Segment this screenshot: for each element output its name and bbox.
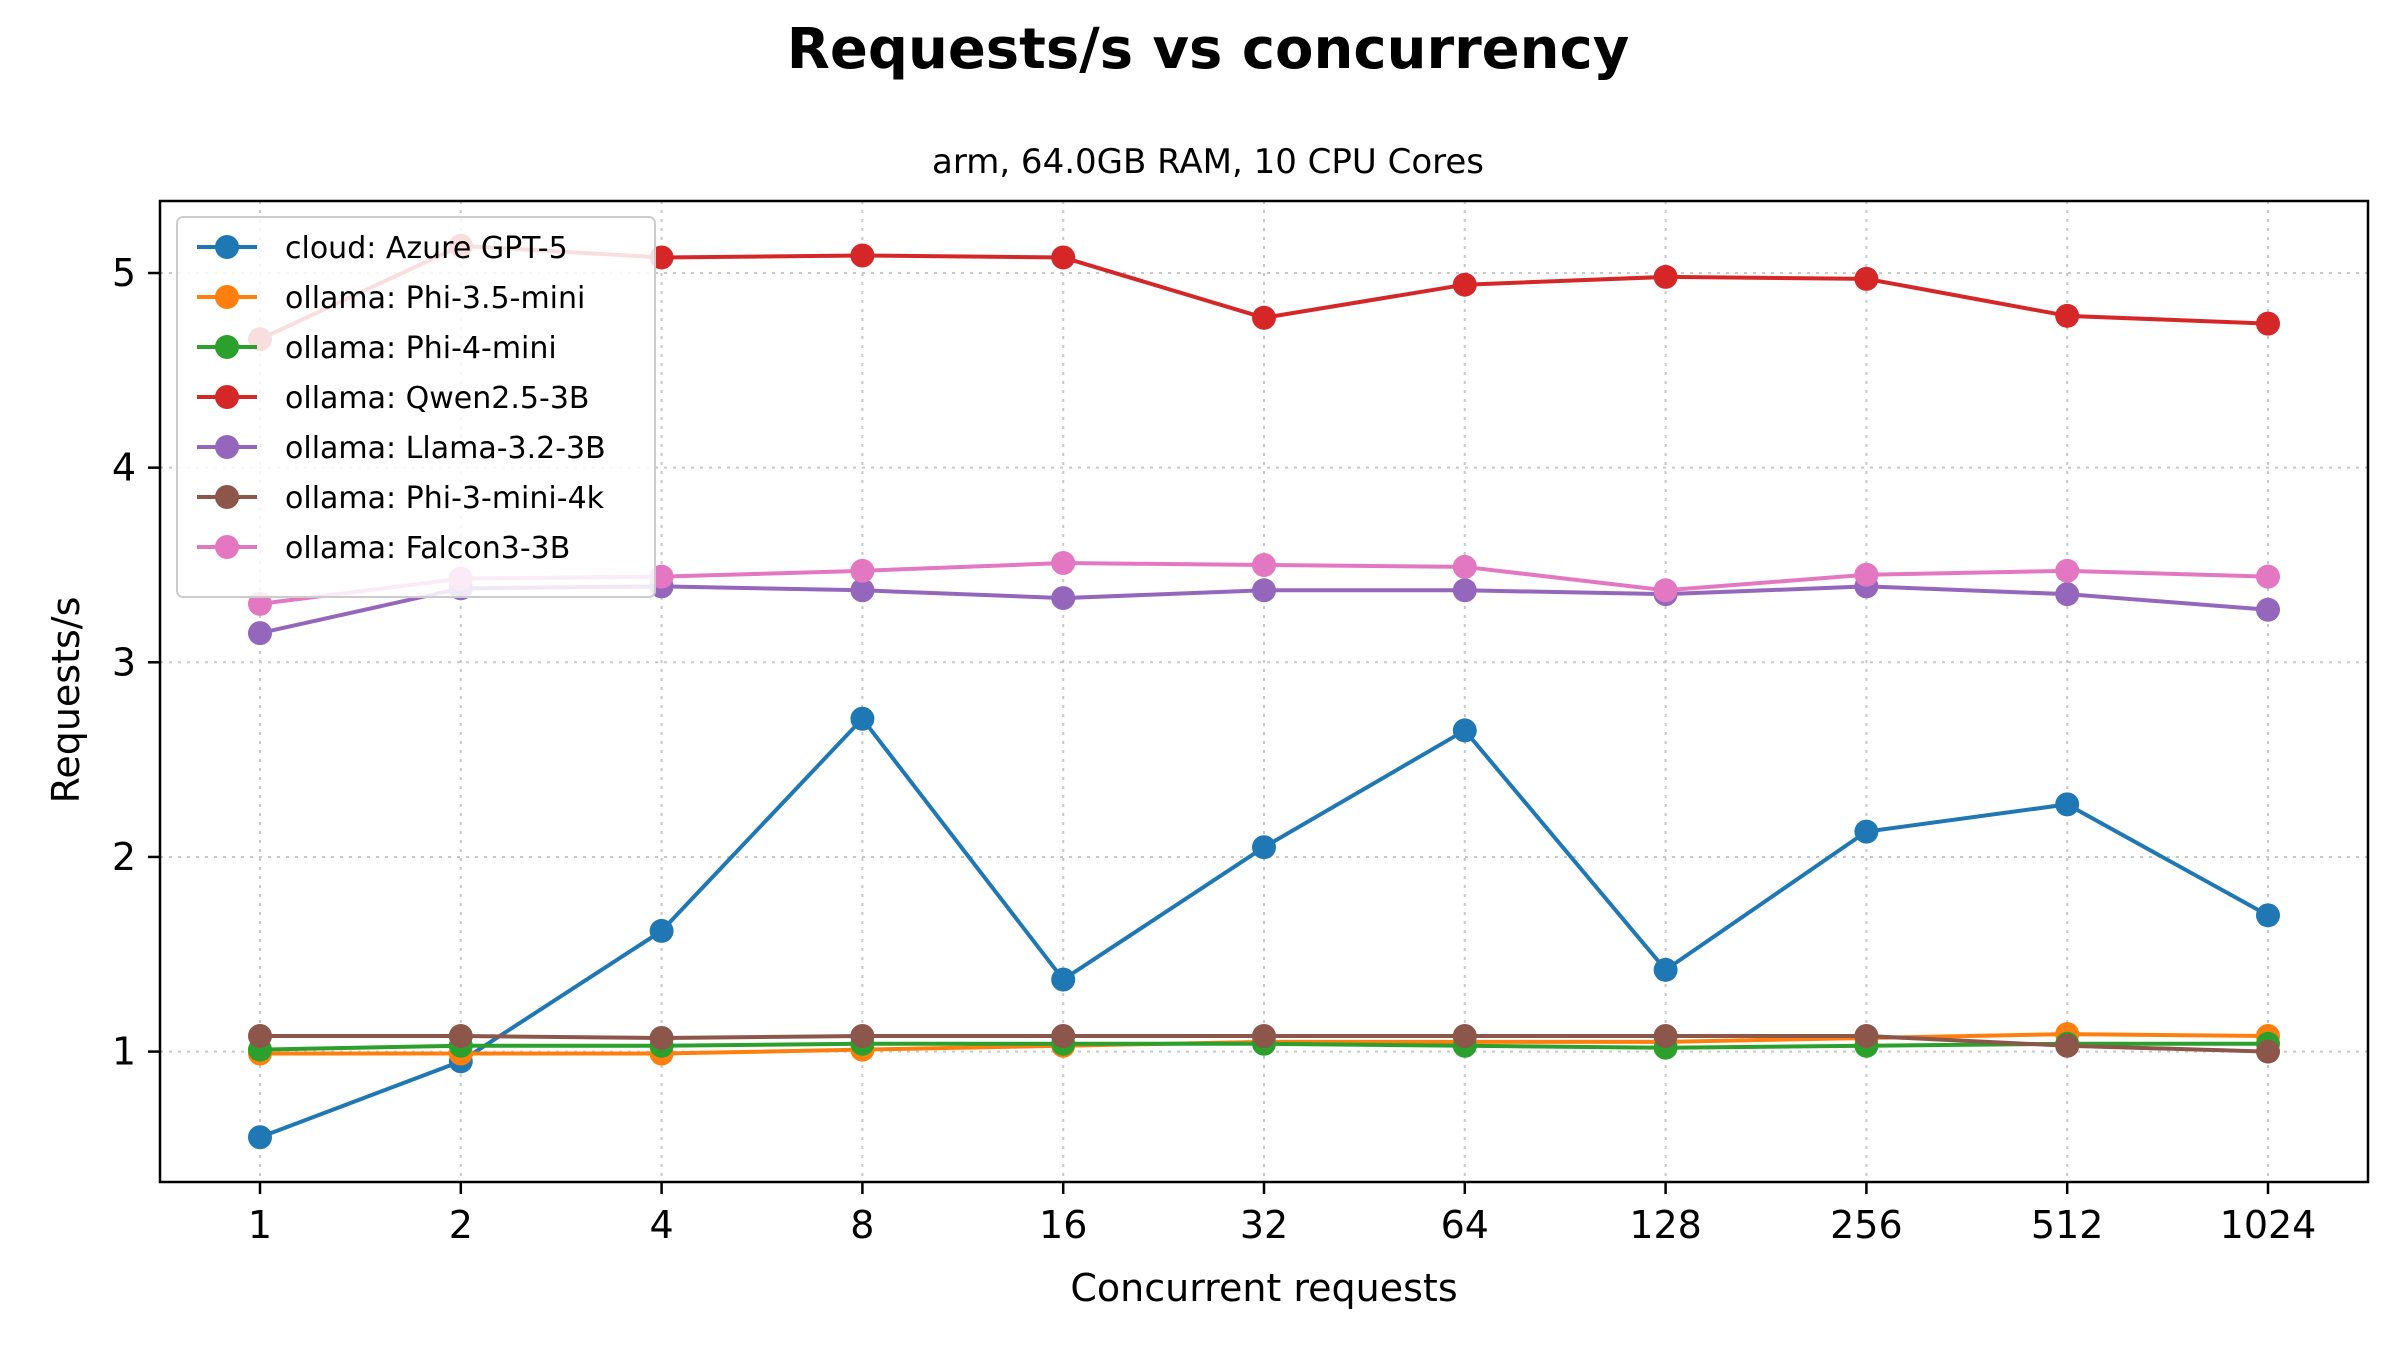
data-point xyxy=(448,1024,473,1049)
legend-item: cloud: Azure GPT-5 xyxy=(197,231,568,266)
legend-item: ollama: Phi-3.5-mini xyxy=(197,281,585,316)
data-point xyxy=(1051,551,1076,576)
data-point xyxy=(248,1125,272,1150)
legend-marker xyxy=(215,535,239,559)
chart-title: Requests/s vs concurrency xyxy=(787,17,1629,82)
legend-item: ollama: Phi-4-mini xyxy=(197,331,557,366)
data-point xyxy=(850,706,875,731)
legend-label: cloud: Azure GPT-5 xyxy=(285,231,568,266)
legend-item: ollama: Phi-3-mini-4k xyxy=(197,481,605,516)
x-axis-label: Concurrent requests xyxy=(1070,1266,1457,1310)
data-point xyxy=(649,1025,674,1050)
y-axis-label: Requests/s xyxy=(44,597,88,804)
legend-label: ollama: Llama-3.2-3B xyxy=(285,431,606,466)
data-point xyxy=(1252,305,1276,330)
data-point xyxy=(2055,582,2080,607)
x-tick-label: 1024 xyxy=(2220,1203,2317,1247)
data-point xyxy=(850,578,875,603)
data-point xyxy=(1854,562,1879,587)
data-point xyxy=(850,1024,875,1049)
data-point xyxy=(1854,266,1879,291)
data-point xyxy=(1653,957,1678,982)
x-tick-label: 2 xyxy=(449,1203,473,1247)
y-tick-label: 4 xyxy=(112,446,136,490)
data-point xyxy=(1653,1024,1678,1049)
x-tick-label: 16 xyxy=(1039,1203,1087,1247)
legend-marker xyxy=(215,385,239,409)
x-tick-label: 128 xyxy=(1629,1203,1702,1247)
axis-ticks: 1 2 4 8 16 32 64 128 256 512 1024 1 2 3 4 5 xyxy=(112,251,2317,1247)
data-point xyxy=(649,918,674,943)
legend-box xyxy=(176,216,656,598)
data-point xyxy=(1854,1024,1879,1049)
data-point xyxy=(2055,558,2080,583)
x-tick-label: 1 xyxy=(248,1203,272,1247)
x-tick-label: 512 xyxy=(2031,1203,2104,1247)
legend-label: ollama: Phi-4-mini xyxy=(285,331,557,366)
data-point xyxy=(1051,245,1076,270)
legend-item: ollama: Llama-3.2-3B xyxy=(197,431,606,466)
data-point xyxy=(850,243,875,268)
data-point xyxy=(1252,835,1276,860)
data-point xyxy=(2256,564,2280,589)
data-point xyxy=(1252,1024,1276,1049)
data-point xyxy=(1252,578,1276,603)
y-tick-label: 5 xyxy=(112,251,136,295)
legend: cloud: Azure GPT-5 ollama: Phi-3.5-mini ol… xyxy=(176,216,656,598)
y-tick-label: 3 xyxy=(112,640,136,684)
legend-marker xyxy=(215,285,239,309)
data-point xyxy=(2256,597,2280,622)
legend-label: ollama: Falcon3-3B xyxy=(285,531,570,566)
data-point xyxy=(1653,264,1678,289)
y-tick-label: 1 xyxy=(112,1030,136,1074)
data-point xyxy=(2256,311,2280,336)
series-5 xyxy=(248,1024,2280,1064)
data-point xyxy=(2256,1039,2280,1064)
data-point xyxy=(2055,792,2080,817)
data-point xyxy=(1252,552,1276,577)
data-point xyxy=(1452,578,1477,603)
series-0 xyxy=(248,706,2280,1150)
legend-label: ollama: Qwen2.5-3B xyxy=(285,381,589,416)
legend-marker xyxy=(215,435,239,459)
data-point xyxy=(2055,1033,2080,1058)
legend-marker xyxy=(215,235,239,259)
legend-item: ollama: Qwen2.5-3B xyxy=(197,381,589,416)
data-point xyxy=(1051,1024,1076,1049)
x-tick-label: 256 xyxy=(1830,1203,1903,1247)
data-point xyxy=(1051,967,1076,992)
chart-subtitle: arm, 64.0GB RAM, 10 CPU Cores xyxy=(932,142,1484,182)
data-point xyxy=(1051,586,1076,611)
data-point xyxy=(1452,718,1477,743)
data-point xyxy=(248,621,272,646)
y-tick-label: 2 xyxy=(112,835,136,879)
x-tick-label: 4 xyxy=(650,1203,674,1247)
x-tick-label: 64 xyxy=(1441,1203,1489,1247)
data-point xyxy=(1653,578,1678,603)
legend-marker xyxy=(215,335,239,359)
legend-marker xyxy=(215,485,239,509)
x-tick-label: 8 xyxy=(850,1203,874,1247)
data-point xyxy=(1854,819,1879,844)
data-point xyxy=(1452,272,1477,297)
data-point xyxy=(2256,903,2280,928)
data-point xyxy=(248,1024,272,1049)
data-point xyxy=(2055,303,2080,328)
legend-label: ollama: Phi-3-mini-4k xyxy=(285,481,605,516)
data-point xyxy=(850,558,875,583)
data-point xyxy=(1452,554,1477,579)
legend-item: ollama: Falcon3-3B xyxy=(197,531,570,566)
x-tick-label: 32 xyxy=(1240,1203,1288,1247)
legend-label: ollama: Phi-3.5-mini xyxy=(285,281,585,316)
data-point xyxy=(1452,1024,1477,1049)
